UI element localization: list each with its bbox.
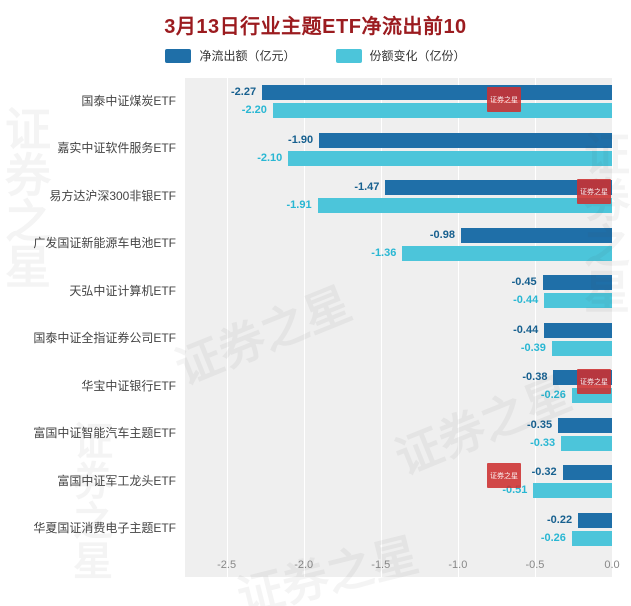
- category-label: 富国中证军工龙头ETF: [57, 473, 176, 488]
- bar-group: -1.90 -2.10: [185, 126, 612, 174]
- value-label: -0.35: [526, 418, 553, 431]
- category-label: 华宝中证银行ETF: [81, 378, 176, 393]
- bar-share-change[interactable]: [551, 340, 612, 356]
- bar-net-outflow[interactable]: [578, 512, 612, 528]
- chart-row: 富国中证军工龙头ETF -0.32 -0.51: [0, 458, 612, 506]
- value-label: -0.45: [511, 276, 537, 289]
- plot-area: 国泰中证煤炭ETF -2.27 -2.20 嘉实中证软件服务ETF -1.90 -2.10…: [0, 78, 620, 577]
- bar-group: -1.47 -1.91: [185, 173, 612, 221]
- bar-group: -0.32 -0.51: [185, 458, 612, 506]
- bar-group: -0.98 -1.36: [185, 221, 612, 269]
- value-label: -0.26: [540, 531, 566, 544]
- chart-row: 富国中证智能汽车主题ETF -0.35 -0.33: [0, 411, 612, 459]
- bar-rows: 国泰中证煤炭ETF -2.27 -2.20 嘉实中证软件服务ETF -1.90 -2.10…: [0, 78, 612, 553]
- value-label: -0.39: [520, 341, 546, 354]
- bar-net-outflow[interactable]: [542, 275, 612, 291]
- x-axis-tick: 0.0: [604, 559, 620, 571]
- value-label: -2.10: [257, 151, 283, 164]
- value-label: -2.27: [231, 86, 257, 99]
- chart-row: 华夏国证消费电子主题ETF -0.22 -0.26: [0, 506, 612, 554]
- value-label: -0.44: [513, 323, 539, 336]
- legend-swatch-net-outflow: [165, 48, 192, 63]
- chart-row: 天弘中证计算机ETF -0.45 -0.44: [0, 268, 612, 316]
- chart-row: 广发国证新能源车电池ETF -0.98 -1.36: [0, 221, 612, 269]
- bar-share-change[interactable]: [288, 150, 612, 166]
- value-label: -2.20: [241, 104, 267, 117]
- gridline: [226, 78, 228, 577]
- legend: 净流出额（亿元） 份额变化（亿份）: [0, 47, 631, 64]
- bar-share-change[interactable]: [317, 198, 612, 214]
- chart-row: 易方达沪深300非银ETF -1.47 -1.91: [0, 173, 612, 221]
- category-label: 富国中证智能汽车主题ETF: [33, 426, 176, 441]
- x-axis-tick: -2.0: [294, 559, 314, 571]
- chart-row: 嘉实中证软件服务ETF -1.90 -2.10: [0, 126, 612, 174]
- value-label: -0.26: [540, 389, 566, 402]
- bar-net-outflow[interactable]: [460, 227, 612, 243]
- bar-net-outflow[interactable]: [385, 180, 612, 196]
- value-label: -1.47: [354, 181, 380, 194]
- gridline: [612, 78, 613, 577]
- bar-group: -0.45 -0.44: [185, 268, 612, 316]
- bar-group: -0.35 -0.33: [185, 411, 612, 459]
- value-label: -0.32: [531, 466, 557, 479]
- chart-row: 华宝中证银行ETF -0.38 -0.26: [0, 363, 612, 411]
- bar-net-outflow[interactable]: [262, 85, 612, 101]
- value-label: -0.51: [502, 484, 528, 497]
- category-label: 国泰中证全指证券公司ETF: [33, 331, 176, 346]
- bar-share-change[interactable]: [402, 245, 612, 261]
- legend-swatch-share-change: [335, 48, 362, 63]
- bar-share-change[interactable]: [561, 435, 612, 451]
- chart-row: 国泰中证煤炭ETF -2.27 -2.20: [0, 78, 612, 126]
- chart-row: 国泰中证全指证券公司ETF -0.44 -0.39: [0, 316, 612, 364]
- value-label: -0.38: [522, 371, 548, 384]
- gridline: [534, 78, 536, 577]
- gridline: [457, 78, 459, 577]
- category-label: 嘉实中证软件服务ETF: [57, 141, 176, 156]
- bar-group: -2.27 -2.20: [185, 78, 612, 126]
- category-label: 天弘中证计算机ETF: [69, 283, 176, 298]
- x-axis: -2.5 -2.0 -1.5 -1.0 -0.5 0.0: [185, 553, 620, 577]
- x-axis-tick: -2.5: [217, 559, 237, 571]
- value-label: -0.44: [513, 294, 539, 307]
- bar-net-outflow[interactable]: [558, 417, 612, 433]
- value-label: -0.98: [429, 228, 455, 241]
- bar-share-change[interactable]: [571, 530, 612, 546]
- category-label: 国泰中证煤炭ETF: [81, 93, 176, 108]
- legend-item-net-outflow[interactable]: 净流出额（亿元）: [165, 47, 296, 64]
- gridline: [303, 78, 305, 577]
- chart-title: 3月13日行业主题ETF净流出前10: [164, 16, 467, 38]
- bar-group: -0.44 -0.39: [185, 316, 612, 364]
- bar-share-change[interactable]: [571, 388, 612, 404]
- bar-net-outflow[interactable]: [553, 370, 612, 386]
- legend-item-share-change[interactable]: 份额变化（亿份）: [335, 47, 466, 64]
- bar-share-change[interactable]: [533, 483, 612, 499]
- x-axis-tick: -1.5: [371, 559, 391, 571]
- category-label: 广发国证新能源车电池ETF: [33, 236, 176, 251]
- x-axis-tick: -1.0: [448, 559, 468, 571]
- x-axis-tick: -0.5: [525, 559, 545, 571]
- category-label: 华夏国证消费电子主题ETF: [33, 521, 176, 536]
- value-label: -1.91: [286, 199, 312, 212]
- bar-group: -0.22 -0.26: [185, 506, 612, 554]
- legend-label-share-change: 份额变化（亿份）: [369, 49, 466, 63]
- bar-net-outflow[interactable]: [562, 465, 612, 481]
- bar-share-change[interactable]: [544, 293, 612, 309]
- bar-group: -0.38 -0.26: [185, 363, 612, 411]
- value-label: -0.33: [530, 436, 556, 449]
- value-label: -1.36: [371, 246, 397, 259]
- value-label: -1.90: [288, 133, 314, 146]
- bar-net-outflow[interactable]: [319, 132, 612, 148]
- bar-share-change[interactable]: [272, 103, 612, 119]
- legend-label-net-outflow: 净流出额（亿元）: [199, 49, 296, 63]
- category-label: 易方达沪深300非银ETF: [49, 188, 176, 203]
- value-label: -0.22: [547, 513, 573, 526]
- bar-net-outflow[interactable]: [544, 322, 612, 338]
- gridline: [380, 78, 382, 577]
